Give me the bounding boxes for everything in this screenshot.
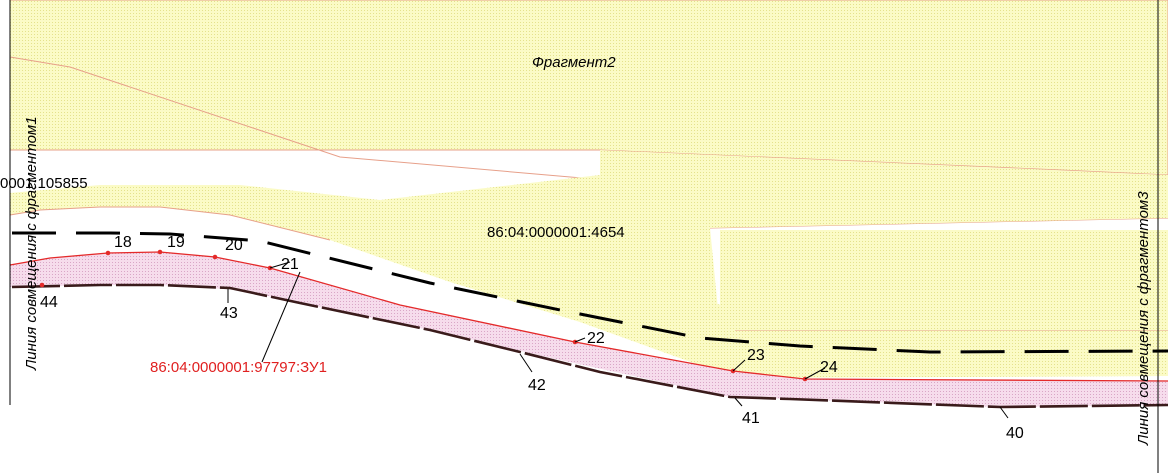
point-label-44: 44: [40, 294, 58, 311]
point-20[interactable]: [212, 254, 218, 260]
leader-22: [574, 337, 586, 343]
leader-24: [804, 367, 826, 380]
right-yellow-fill: [720, 230, 1168, 330]
upper-band-continuation: [600, 150, 1168, 228]
point-label-43: 43: [220, 305, 238, 322]
point-label-21: 21: [281, 256, 299, 273]
leader-41: [734, 397, 743, 407]
right-junction-label: Линия совмещения с фрагментом3: [1135, 191, 1152, 446]
point-44[interactable]: [39, 282, 45, 288]
point-label-42: 42: [528, 377, 546, 394]
point-label-40: 40: [1006, 425, 1024, 442]
middle-road-band: [10, 185, 1168, 378]
parcel-label-left: 0001:105855: [0, 175, 88, 192]
upper-road-band: [9, 0, 1168, 176]
point-label-41: 41: [742, 410, 760, 427]
leader-40: [999, 406, 1009, 419]
parcel-label-center: 86:04:0000001:4654: [487, 224, 625, 241]
point-label-24: 24: [820, 359, 838, 376]
point-label-20: 20: [225, 237, 243, 254]
lower-boundary-dashed: [11, 283, 1168, 409]
point-label-18: 18: [114, 234, 132, 251]
fragment-title: Фрагмент2: [532, 54, 616, 71]
black-dash-line: [12, 231, 1168, 354]
cadastral-label: 86:04:0000001:97797:ЗУ1: [150, 359, 327, 376]
point-label-19: 19: [167, 234, 185, 251]
leader-cadastral: [261, 271, 301, 363]
leader-23: [732, 359, 746, 372]
left-junction-label: Линия совмещения с фрагментом1: [23, 116, 40, 371]
middle-band-upper-edge: [9, 206, 331, 241]
parcel-strip: [10, 252, 1168, 407]
leader-42: [519, 353, 533, 373]
point-19[interactable]: [157, 249, 163, 255]
point-label-22: 22: [587, 330, 605, 347]
point-label-23: 23: [747, 347, 765, 364]
center-yellow-fill: [240, 175, 720, 330]
point-18[interactable]: [105, 250, 111, 256]
leader-21: [269, 261, 291, 269]
